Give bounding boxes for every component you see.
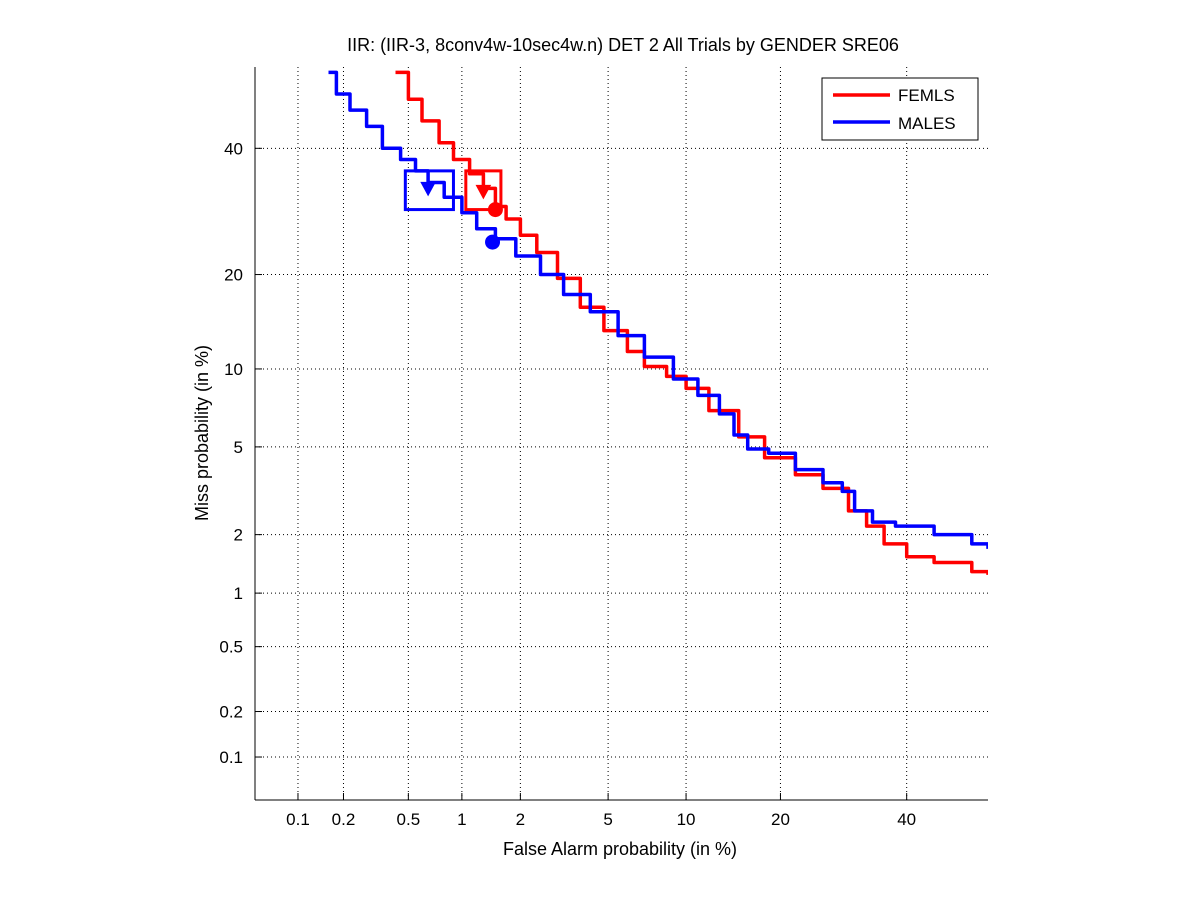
x-tick-labels: 0.1 0.2 0.5 1 2 5 10 20 40 (286, 810, 916, 829)
act-dcf-marker-femls (475, 184, 492, 200)
marker-layer (403, 169, 503, 250)
y-tick-label: 0.1 (219, 748, 243, 767)
y-tick-label: 1 (234, 584, 243, 603)
series-line-males (328, 70, 988, 549)
tick-marks (255, 147, 908, 800)
x-axis-label: False Alarm probability (in %) (503, 839, 737, 859)
act-dcf-box-males (403, 169, 455, 212)
legend: FEMLS MALES (821, 77, 979, 141)
x-tick-label: 40 (897, 810, 916, 829)
x-tick-label: 0.5 (397, 810, 421, 829)
x-tick-label: 0.2 (332, 810, 356, 829)
series-layer (328, 70, 988, 575)
act-dcf-marker-males (420, 181, 436, 197)
y-axis-label: Miss probability (in %) (192, 345, 212, 521)
y-tick-label: 0.2 (219, 703, 243, 722)
x-tick-label: 5 (603, 810, 612, 829)
y-tick-label: 20 (224, 266, 243, 285)
chart-title: IIR: (IIR-3, 8conv4w-10sec4w.n) DET 2 Al… (347, 35, 899, 55)
act-dcf-box-femls (464, 169, 503, 212)
min-dcf-marker-males (485, 234, 501, 250)
legend-label-femls: FEMLS (898, 86, 955, 105)
legend-label-males: MALES (898, 114, 956, 133)
x-tick-label: 0.1 (286, 810, 310, 829)
y-tick-label: 2 (234, 526, 243, 545)
y-tick-label: 40 (224, 139, 243, 158)
x-tick-label: 1 (457, 810, 466, 829)
y-tick-labels: 0.1 0.2 0.5 1 2 5 10 20 40 (219, 139, 243, 767)
plot-area (255, 67, 988, 800)
x-tick-label: 20 (771, 810, 790, 829)
legend-box (821, 77, 979, 141)
y-tick-label: 5 (234, 438, 243, 457)
x-tick-label: 10 (677, 810, 696, 829)
y-tick-label: 10 (224, 360, 243, 379)
y-tick-label: 0.5 (219, 638, 243, 657)
x-tick-label: 2 (516, 810, 525, 829)
